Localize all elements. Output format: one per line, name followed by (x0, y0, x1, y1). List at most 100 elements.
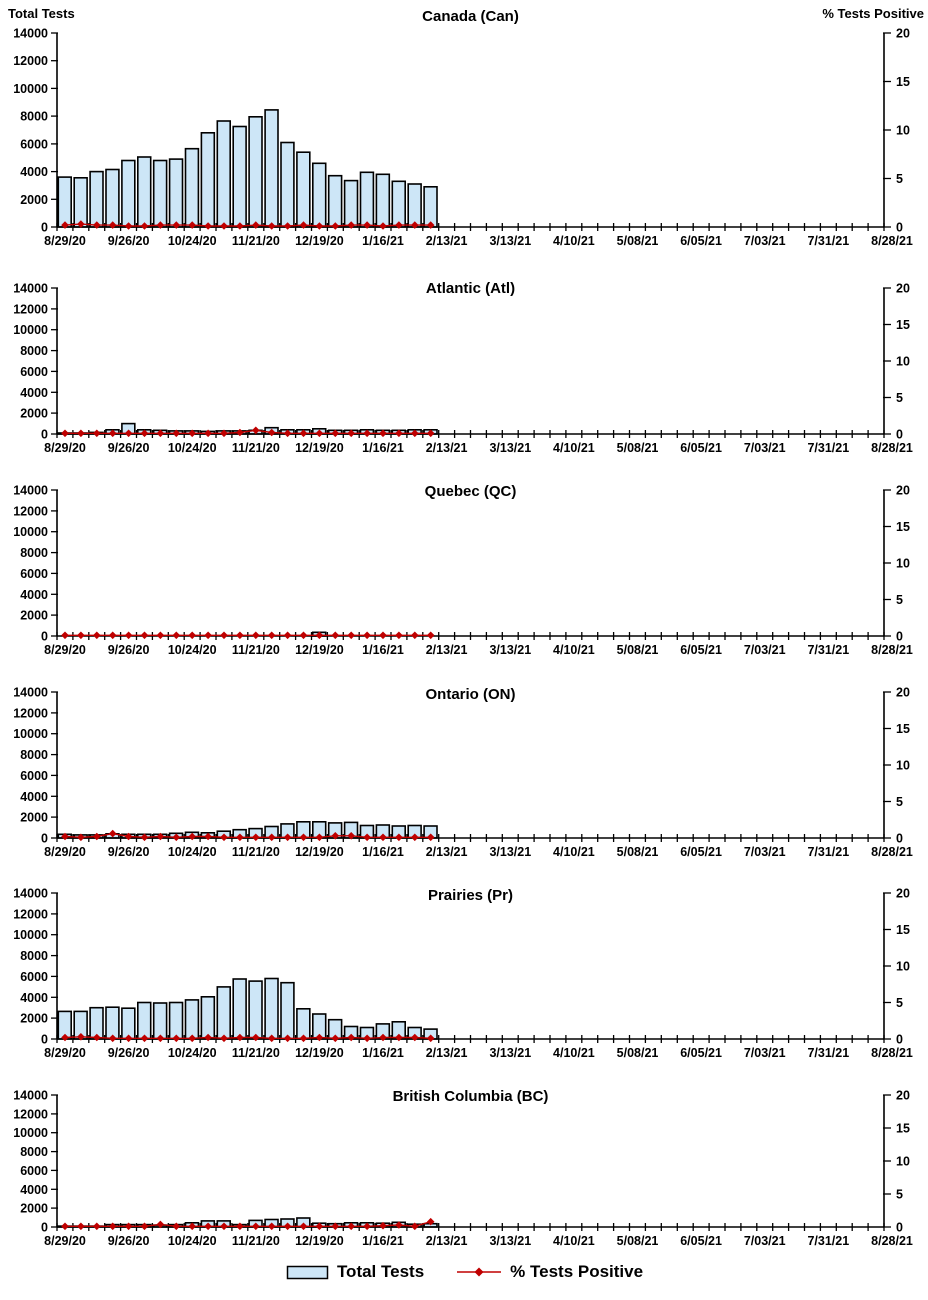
plot-prairies: 0 2000 4000 6000 8000 10000 12000 14000 0 5 10 15 20… (13, 887, 913, 1061)
diamond-marker (108, 829, 117, 838)
diamond-marker (77, 833, 85, 842)
diamond-marker (124, 631, 133, 640)
bar (311, 162, 327, 228)
chart-title-atlantic: Atlantic (Atl) (425, 280, 516, 297)
x-tick-label: 4/10/21 (553, 643, 595, 657)
x-tick-label: 9/26/20 (108, 1046, 150, 1060)
bar (359, 171, 375, 228)
left-tick-label: 10000 (13, 928, 48, 942)
diamond-marker (204, 1033, 212, 1042)
tick-labels: 0 2000 4000 6000 8000 10000 12000 14000 0 5 10 15 20… (13, 686, 913, 860)
x-tick-label: 12/19/20 (295, 234, 344, 248)
x-tick-label: 7/03/21 (744, 845, 786, 859)
tick-labels: 0 2000 4000 6000 8000 10000 12000 14000 0 5 10 15 20… (13, 282, 913, 456)
diamond-marker (252, 631, 260, 640)
x-tick-label: 11/21/20 (232, 1046, 280, 1060)
x-tick-label: 7/31/21 (807, 643, 849, 657)
x-tick-label: 2/13/21 (426, 1046, 468, 1060)
x-tick-label: 5/08/21 (617, 1046, 659, 1060)
right-tick-label: 5 (896, 593, 903, 607)
diamond-marker (220, 1034, 228, 1043)
bar (248, 116, 263, 228)
diamond-marker (108, 631, 117, 640)
x-tick-label: 9/26/20 (108, 441, 150, 455)
right-tick-label: 20 (896, 1089, 910, 1103)
diamond-marker (347, 631, 355, 640)
diamond-marker (220, 833, 228, 842)
diamond-marker (77, 1222, 85, 1231)
diamond-marker (252, 1222, 260, 1231)
diamond-marker (363, 1222, 371, 1231)
diamond-marker (252, 833, 260, 842)
diamond-marker (363, 221, 371, 229)
x-tick-label: 8/28/21 (871, 1046, 913, 1060)
diamond-marker (379, 222, 387, 230)
x-tick-label: 2/13/21 (426, 234, 468, 248)
diamond-marker (252, 221, 260, 229)
diamond-marker (267, 222, 276, 230)
bar (296, 151, 311, 228)
diamond-marker (252, 426, 260, 435)
x-tick-label: 12/19/20 (295, 441, 344, 455)
right-tick-label: 10 (896, 1155, 910, 1169)
right-tick-label: 0 (896, 1221, 903, 1235)
bar (152, 159, 168, 228)
axes (56, 1095, 885, 1228)
diamond-marker (267, 1222, 276, 1231)
left-tick-label: 6000 (20, 970, 48, 984)
diamond-marker (363, 631, 371, 640)
diamond-marker (124, 429, 133, 438)
bar (423, 186, 438, 228)
x-tick-label: 10/24/20 (168, 845, 217, 859)
diamond-marker (93, 1033, 101, 1042)
diamond-marker (283, 1222, 292, 1231)
diamond-marker (93, 429, 101, 438)
diamond-marker (299, 429, 308, 438)
diamond-marker (363, 833, 371, 842)
diamond-marker (220, 631, 228, 640)
diamond-marker (331, 222, 340, 230)
right-tick-label: 20 (896, 887, 910, 901)
x-tick-label: 8/29/20 (44, 234, 86, 248)
x-tick-label: 3/13/21 (489, 1234, 531, 1248)
x-tick-label: 8/28/21 (871, 845, 913, 859)
diamond-marker (379, 1033, 387, 1042)
legend-item-total-tests: Total Tests (285, 1262, 424, 1282)
diamond-marker (188, 221, 196, 229)
x-tick-label: 10/24/20 (168, 441, 217, 455)
left-tick-label: 4000 (20, 588, 48, 602)
left-tick-label: 4000 (20, 991, 48, 1005)
x-tick-label: 12/19/20 (295, 1234, 344, 1248)
x-tick-label: 1/16/21 (362, 234, 404, 248)
diamond-marker (315, 429, 324, 438)
diamond-marker (283, 631, 292, 640)
left-tick-label: 4000 (20, 790, 48, 804)
x-tick-label: 7/03/21 (744, 643, 786, 657)
diamond-marker (315, 1033, 324, 1042)
bar (232, 125, 247, 228)
x-tick-label: 12/19/20 (295, 845, 344, 859)
right-tick-label: 5 (896, 391, 903, 405)
right-tick-label: 5 (896, 172, 903, 186)
chart-quebec: Quebec (QC) 0 2000 4000 6000 8000 10000 12000 1… (0, 480, 928, 683)
left-tick-label: 2000 (20, 193, 48, 207)
bar (200, 132, 216, 228)
x-tick-label: 12/19/20 (295, 643, 344, 657)
diamond-marker (299, 1222, 308, 1231)
left-tick-label: 12000 (13, 302, 48, 316)
bar (280, 141, 295, 228)
left-tick-label: 12000 (13, 706, 48, 720)
left-tick-label: 8000 (20, 344, 48, 358)
left-tick-label: 14000 (13, 27, 48, 41)
left-tick-label: 0 (41, 221, 48, 235)
right-tick-label: 0 (896, 428, 903, 442)
tick-labels: 0 2000 4000 6000 8000 10000 12000 14000 0 5 10 15 20… (13, 27, 913, 249)
right-tick-label: 15 (896, 75, 910, 89)
right-tick-label: 5 (896, 1188, 903, 1202)
diamond-marker (172, 1034, 181, 1043)
diamond-marker (395, 221, 403, 229)
left-tick-label: 8000 (20, 949, 48, 963)
diamond-marker (395, 1221, 403, 1229)
diamond-marker (411, 221, 419, 229)
diamond-marker (267, 833, 276, 842)
